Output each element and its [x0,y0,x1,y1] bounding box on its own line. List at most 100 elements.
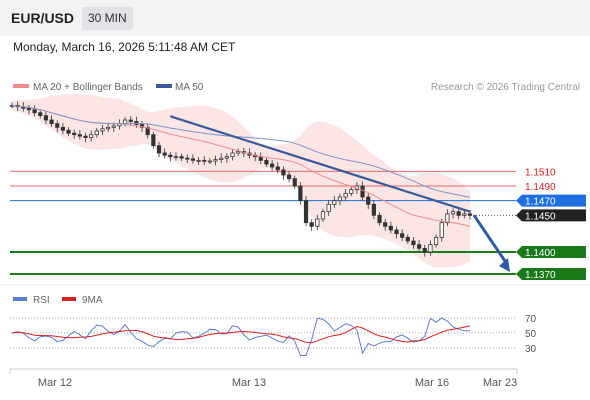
candle [445,209,450,227]
candle [337,193,343,206]
ma50-trend-line [169,115,471,213]
rsi-level-label: 50 [525,329,537,340]
candle [43,111,49,125]
level-label-pivot: 1.1470 [525,197,556,208]
candle [270,160,275,172]
candle [275,162,280,174]
candle [400,229,405,242]
rsi-level-label: 70 [525,314,537,325]
candle [428,240,433,256]
candle [100,124,105,136]
candle [145,123,150,139]
level-tag-support [516,246,586,258]
level-label-resistance: 1.1510 [525,167,556,178]
candle [77,129,82,140]
ma50-legend-label: MA 50 [175,82,204,93]
candle [106,122,111,133]
candle [89,130,94,142]
rsi-panel: 70 50 30 [10,314,537,356]
rsi-ma-legend-label: 9MA [82,295,103,306]
x-tick-mar-13: Mar 13 [232,377,266,389]
candle [173,152,179,161]
rsi-level-label: 30 [525,344,537,355]
candle [66,127,71,137]
bollinger-legend-swatch [13,84,29,88]
candle [417,239,422,252]
level-label-last_price: 1.1450 [525,211,556,222]
price-legend: MA 20 + Bollinger Bands MA 50 Research ©… [13,82,580,93]
candle [422,244,427,257]
bollinger-bands [12,94,470,268]
candle [383,218,388,231]
candle [207,158,212,164]
candle [190,154,196,164]
candle [315,214,320,231]
candle [377,212,382,226]
candle [32,105,37,117]
x-tick-mar-23: Mar 23 [483,377,517,389]
candle [156,141,162,158]
candle [219,153,224,163]
candle [60,123,65,135]
candle [450,208,456,219]
candle [371,200,376,220]
level-label-support: 1.1400 [525,248,556,259]
candle [72,129,77,139]
candle [26,104,32,115]
candle [196,156,201,166]
price-level-labels: 1.1510 1.1490 1.1470 1.1450 1.1400 1.1370 [516,167,586,281]
candle [292,175,297,189]
candle [162,148,167,159]
candle [309,219,314,232]
timeframe-button[interactable]: 30 MIN [82,7,133,30]
candle [179,153,184,162]
rsi-legend-label: RSI [33,295,50,306]
candle [433,234,439,248]
candle [320,208,326,222]
candle [213,155,218,166]
level-label-resistance: 1.1490 [525,182,556,193]
candle [224,153,229,163]
level-label-support: 1.1370 [525,270,556,281]
symbol-label: EUR/USD [11,10,75,26]
candle [349,186,354,197]
timestamp: Monday, March 16, 2026 5:11:48 AM CET [13,40,236,54]
candle [343,189,348,201]
x-tick-mar-12: Mar 12 [38,377,72,389]
candle [326,200,331,216]
x-tick-mar-16: Mar 16 [415,377,449,389]
candle [151,131,156,149]
candle [83,132,88,143]
candle [230,148,235,161]
rsi-ma-legend-swatch [62,297,76,301]
projection-arrow [472,214,510,272]
candle [456,207,461,220]
credit-label: Research © 2026 Trading Central [431,82,580,93]
candle [366,193,371,210]
level-tag-support [516,268,586,280]
candle [185,154,190,164]
candle [168,151,173,162]
candle [286,170,292,183]
candle [298,182,303,205]
candle [38,109,43,119]
chart-header: EUR/USD 30 MIN [0,0,590,36]
candle [332,195,337,208]
candle [49,115,54,128]
ma50-line [11,104,471,198]
candle [462,210,467,219]
candle [202,156,207,165]
bollinger-legend-label: MA 20 + Bollinger Bands [33,82,143,93]
candle [264,157,269,167]
candle [388,221,393,234]
candle [303,195,309,227]
candle [236,148,241,156]
rsi-ma-line [11,325,471,344]
rsi-legend-swatch [13,297,27,301]
level-tag-last_price [516,209,586,222]
candle [405,234,410,244]
candle [128,116,133,126]
candle [394,226,399,239]
moving-averages [11,104,471,227]
